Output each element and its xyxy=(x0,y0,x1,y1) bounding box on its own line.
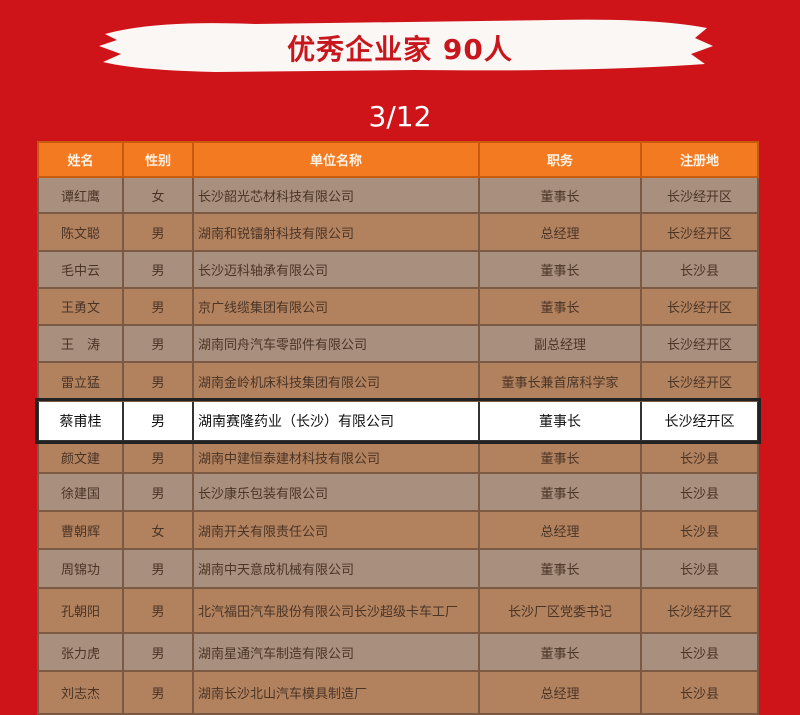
cell-location: 长沙县 xyxy=(640,472,759,512)
cell-location: 长沙县 xyxy=(640,670,759,715)
cell-name: 王 涛 xyxy=(37,324,124,363)
cell-name: 蔡甫桂 xyxy=(37,400,124,442)
cell-company: 湖南和锐镭射科技有限公司 xyxy=(192,212,480,252)
cell-gender: 男 xyxy=(122,400,194,442)
cell-company: 北汽福田汽车股份有限公司长沙超级卡车工厂 xyxy=(192,587,480,634)
table-row: 毛中云男长沙迈科轴承有限公司 董事长 长沙县 xyxy=(37,250,759,289)
cell-name: 刘志杰 xyxy=(37,670,124,715)
cell-name: 颜文建 xyxy=(37,440,124,474)
cell-company: 湖南金岭机床科技集团有限公司 xyxy=(192,361,480,402)
table-row: 周锦功男湖南中天意成机械有限公司 董事长 长沙县 xyxy=(37,548,759,589)
cell-company: 湖南长沙北山汽车模具制造厂 xyxy=(192,670,480,715)
cell-gender: 女 xyxy=(122,176,194,214)
cell-gender: 男 xyxy=(122,548,194,589)
cell-name: 毛中云 xyxy=(37,250,124,289)
table-row: 孔朝阳男北汽福田汽车股份有限公司长沙超级卡车工厂 长沙厂区党委书记 长沙经开区 xyxy=(37,587,759,634)
cell-position: 董事长 xyxy=(478,440,642,474)
entrepreneur-table: 姓名 性别 单位名称 职务 注册地 谭红鹰女长沙韶光芯材科技有限公司 董事长 长沙经… xyxy=(35,141,761,715)
cell-company: 湖南赛隆药业（长沙）有限公司 xyxy=(192,400,480,442)
cell-position: 董事长 xyxy=(478,176,642,214)
cell-position: 董事长 xyxy=(478,548,642,589)
cell-company: 湖南星通汽车制造有限公司 xyxy=(192,632,480,672)
cell-position: 董事长 xyxy=(478,287,642,326)
cell-location: 长沙县 xyxy=(640,250,759,289)
cell-gender: 男 xyxy=(122,472,194,512)
table-header: 姓名 性别 单位名称 职务 注册地 xyxy=(37,141,759,178)
cell-company: 京广线缆集团有限公司 xyxy=(192,287,480,326)
table-row: 刘志杰男湖南长沙北山汽车模具制造厂 总经理 长沙县 xyxy=(37,670,759,715)
cell-position: 董事长 xyxy=(478,400,642,442)
cell-name: 雷立猛 xyxy=(37,361,124,402)
cell-location: 长沙县 xyxy=(640,632,759,672)
header-company: 单位名称 xyxy=(192,141,480,178)
cell-gender: 男 xyxy=(122,287,194,326)
cell-company: 长沙康乐包装有限公司 xyxy=(192,472,480,512)
cell-gender: 男 xyxy=(122,250,194,289)
table-row: 雷立猛男湖南金岭机床科技集团有限公司 董事长兼首席科学家 长沙经开区 xyxy=(37,361,759,402)
cell-company: 湖南开关有限责任公司 xyxy=(192,510,480,550)
cell-position: 董事长 xyxy=(478,472,642,512)
cell-location: 长沙经开区 xyxy=(640,176,759,214)
cell-location: 长沙经开区 xyxy=(640,212,759,252)
cell-position: 董事长兼首席科学家 xyxy=(478,361,642,402)
cell-name: 孔朝阳 xyxy=(37,587,124,634)
cell-name: 徐建国 xyxy=(37,472,124,512)
cell-location: 长沙经开区 xyxy=(640,400,759,442)
cell-name: 谭红鹰 xyxy=(37,176,124,214)
header-position: 职务 xyxy=(478,141,642,178)
cell-location: 长沙县 xyxy=(640,510,759,550)
cell-gender: 女 xyxy=(122,510,194,550)
cell-location: 长沙经开区 xyxy=(640,324,759,363)
cell-position: 董事长 xyxy=(478,632,642,672)
cell-gender: 男 xyxy=(122,361,194,402)
table-row: 曹朝辉女湖南开关有限责任公司 总经理 长沙县 xyxy=(37,510,759,550)
table-row: 张力虎男湖南星通汽车制造有限公司 董事长 长沙县 xyxy=(37,632,759,672)
cell-position: 长沙厂区党委书记 xyxy=(478,587,642,634)
cell-company: 湖南中天意成机械有限公司 xyxy=(192,548,480,589)
cell-location: 长沙经开区 xyxy=(640,587,759,634)
table-row: 王勇文男京广线缆集团有限公司 董事长 长沙经开区 xyxy=(37,287,759,326)
cell-gender: 男 xyxy=(122,440,194,474)
cell-location: 长沙经开区 xyxy=(640,287,759,326)
cell-gender: 男 xyxy=(122,670,194,715)
page-indicator: 3/12 xyxy=(368,100,432,133)
table-row: 谭红鹰女长沙韶光芯材科技有限公司 董事长 长沙经开区 xyxy=(37,176,759,214)
cell-company: 长沙迈科轴承有限公司 xyxy=(192,250,480,289)
header-location: 注册地 xyxy=(640,141,759,178)
cell-location: 长沙县 xyxy=(640,548,759,589)
cell-company: 湖南中建恒泰建材科技有限公司 xyxy=(192,440,480,474)
cell-gender: 男 xyxy=(122,212,194,252)
cell-name: 周锦功 xyxy=(37,548,124,589)
cell-position: 总经理 xyxy=(478,212,642,252)
cell-company: 湖南同舟汽车零部件有限公司 xyxy=(192,324,480,363)
table-row: 陈文聪男湖南和锐镭射科技有限公司 总经理 长沙经开区 xyxy=(37,212,759,252)
cell-gender: 男 xyxy=(122,632,194,672)
cell-name: 陈文聪 xyxy=(37,212,124,252)
cell-gender: 男 xyxy=(122,324,194,363)
cell-location: 长沙经开区 xyxy=(640,361,759,402)
header-name: 姓名 xyxy=(37,141,124,178)
cell-company: 长沙韶光芯材科技有限公司 xyxy=(192,176,480,214)
cell-gender: 男 xyxy=(122,587,194,634)
table-row: 颜文建男湖南中建恒泰建材科技有限公司 董事长 长沙县 xyxy=(37,440,759,474)
header-gender: 性别 xyxy=(122,141,194,178)
page-title: 优秀企业家 90人 xyxy=(287,33,513,66)
brush-stroke-banner xyxy=(99,19,713,73)
cell-name: 曹朝辉 xyxy=(37,510,124,550)
table-row: 王 涛男湖南同舟汽车零部件有限公司 副总经理 长沙经开区 xyxy=(37,324,759,363)
cell-position: 总经理 xyxy=(478,670,642,715)
cell-location: 长沙县 xyxy=(640,440,759,474)
table-row-highlighted: 蔡甫桂男湖南赛隆药业（长沙）有限公司 董事长 长沙经开区 xyxy=(35,398,761,444)
cell-position: 董事长 xyxy=(478,250,642,289)
table-row: 徐建国男长沙康乐包装有限公司 董事长 长沙县 xyxy=(37,472,759,512)
cell-name: 王勇文 xyxy=(37,287,124,326)
cell-name: 张力虎 xyxy=(37,632,124,672)
cell-position: 副总经理 xyxy=(478,324,642,363)
cell-position: 总经理 xyxy=(478,510,642,550)
